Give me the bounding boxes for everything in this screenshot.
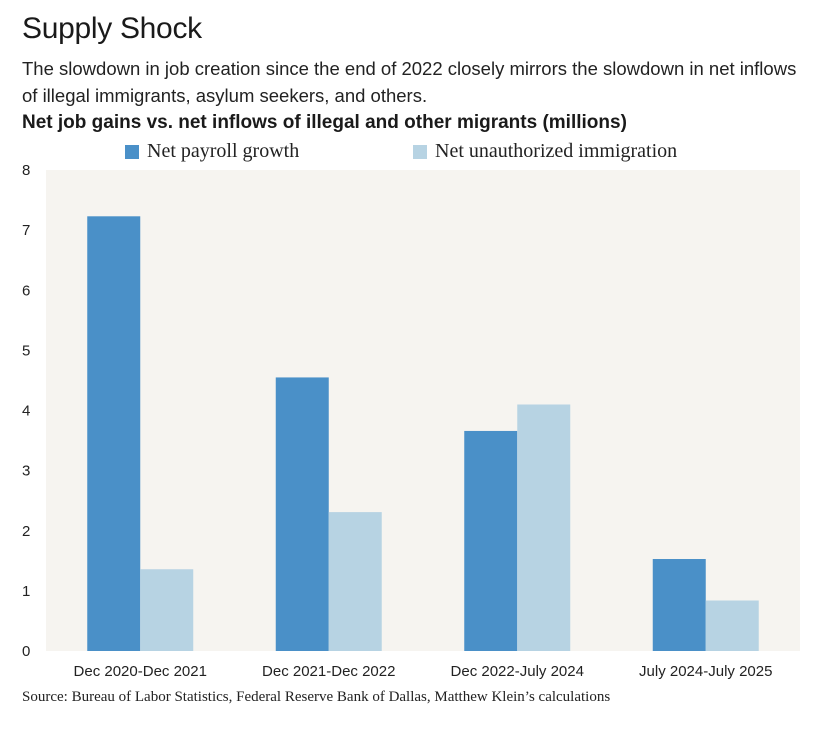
y-tick-label: 4 (22, 403, 30, 420)
y-tick-label: 0 (22, 643, 30, 660)
y-tick-label: 3 (22, 463, 30, 480)
y-tick-label: 8 (22, 162, 30, 179)
page-subtitle: The slowdown in job creation since the e… (22, 58, 797, 106)
page-title: Supply Shock (22, 12, 202, 45)
chart-legend: Net payroll growth Net unauthorized immi… (0, 140, 817, 166)
legend-swatch-immigration (413, 144, 427, 159)
y-tick-label: 5 (22, 342, 30, 359)
y-tick-label: 2 (22, 523, 30, 540)
legend-item-payroll: Net payroll growth (125, 140, 299, 163)
bar-immigration (705, 600, 759, 651)
x-tick-label: July 2024-July 2025 (639, 663, 772, 680)
bar-chart: 0 1 2 3 4 5 6 7 8 Dec 2020-Dec 2021 Dec 2021-Dec 2… (22, 162, 800, 680)
legend-swatch-payroll (125, 144, 139, 159)
bar-immigration (517, 404, 571, 651)
chart-title: Net job gains vs. net inflows of illegal… (22, 112, 627, 133)
x-tick-label: Dec 2022-July 2024 (451, 663, 584, 680)
bar-immigration (328, 512, 382, 651)
bar-payroll (652, 559, 706, 651)
legend-label-immigration: Net unauthorized immigration (435, 140, 678, 162)
legend-label-payroll: Net payroll growth (147, 140, 300, 162)
y-tick-label: 1 (22, 583, 30, 600)
bar-payroll (464, 430, 518, 651)
y-tick-label: 7 (22, 222, 30, 239)
legend-item-immigration: Net unauthorized immigration (413, 140, 677, 163)
bar-payroll (275, 377, 329, 651)
bar-payroll (87, 216, 141, 651)
source-note: Source: Bureau of Labor Statistics, Fede… (22, 689, 611, 705)
y-tick-label: 6 (22, 282, 30, 299)
x-tick-label: Dec 2021-Dec 2022 (262, 663, 395, 680)
bar-immigration (140, 569, 194, 651)
x-tick-label: Dec 2020-Dec 2021 (74, 663, 207, 680)
